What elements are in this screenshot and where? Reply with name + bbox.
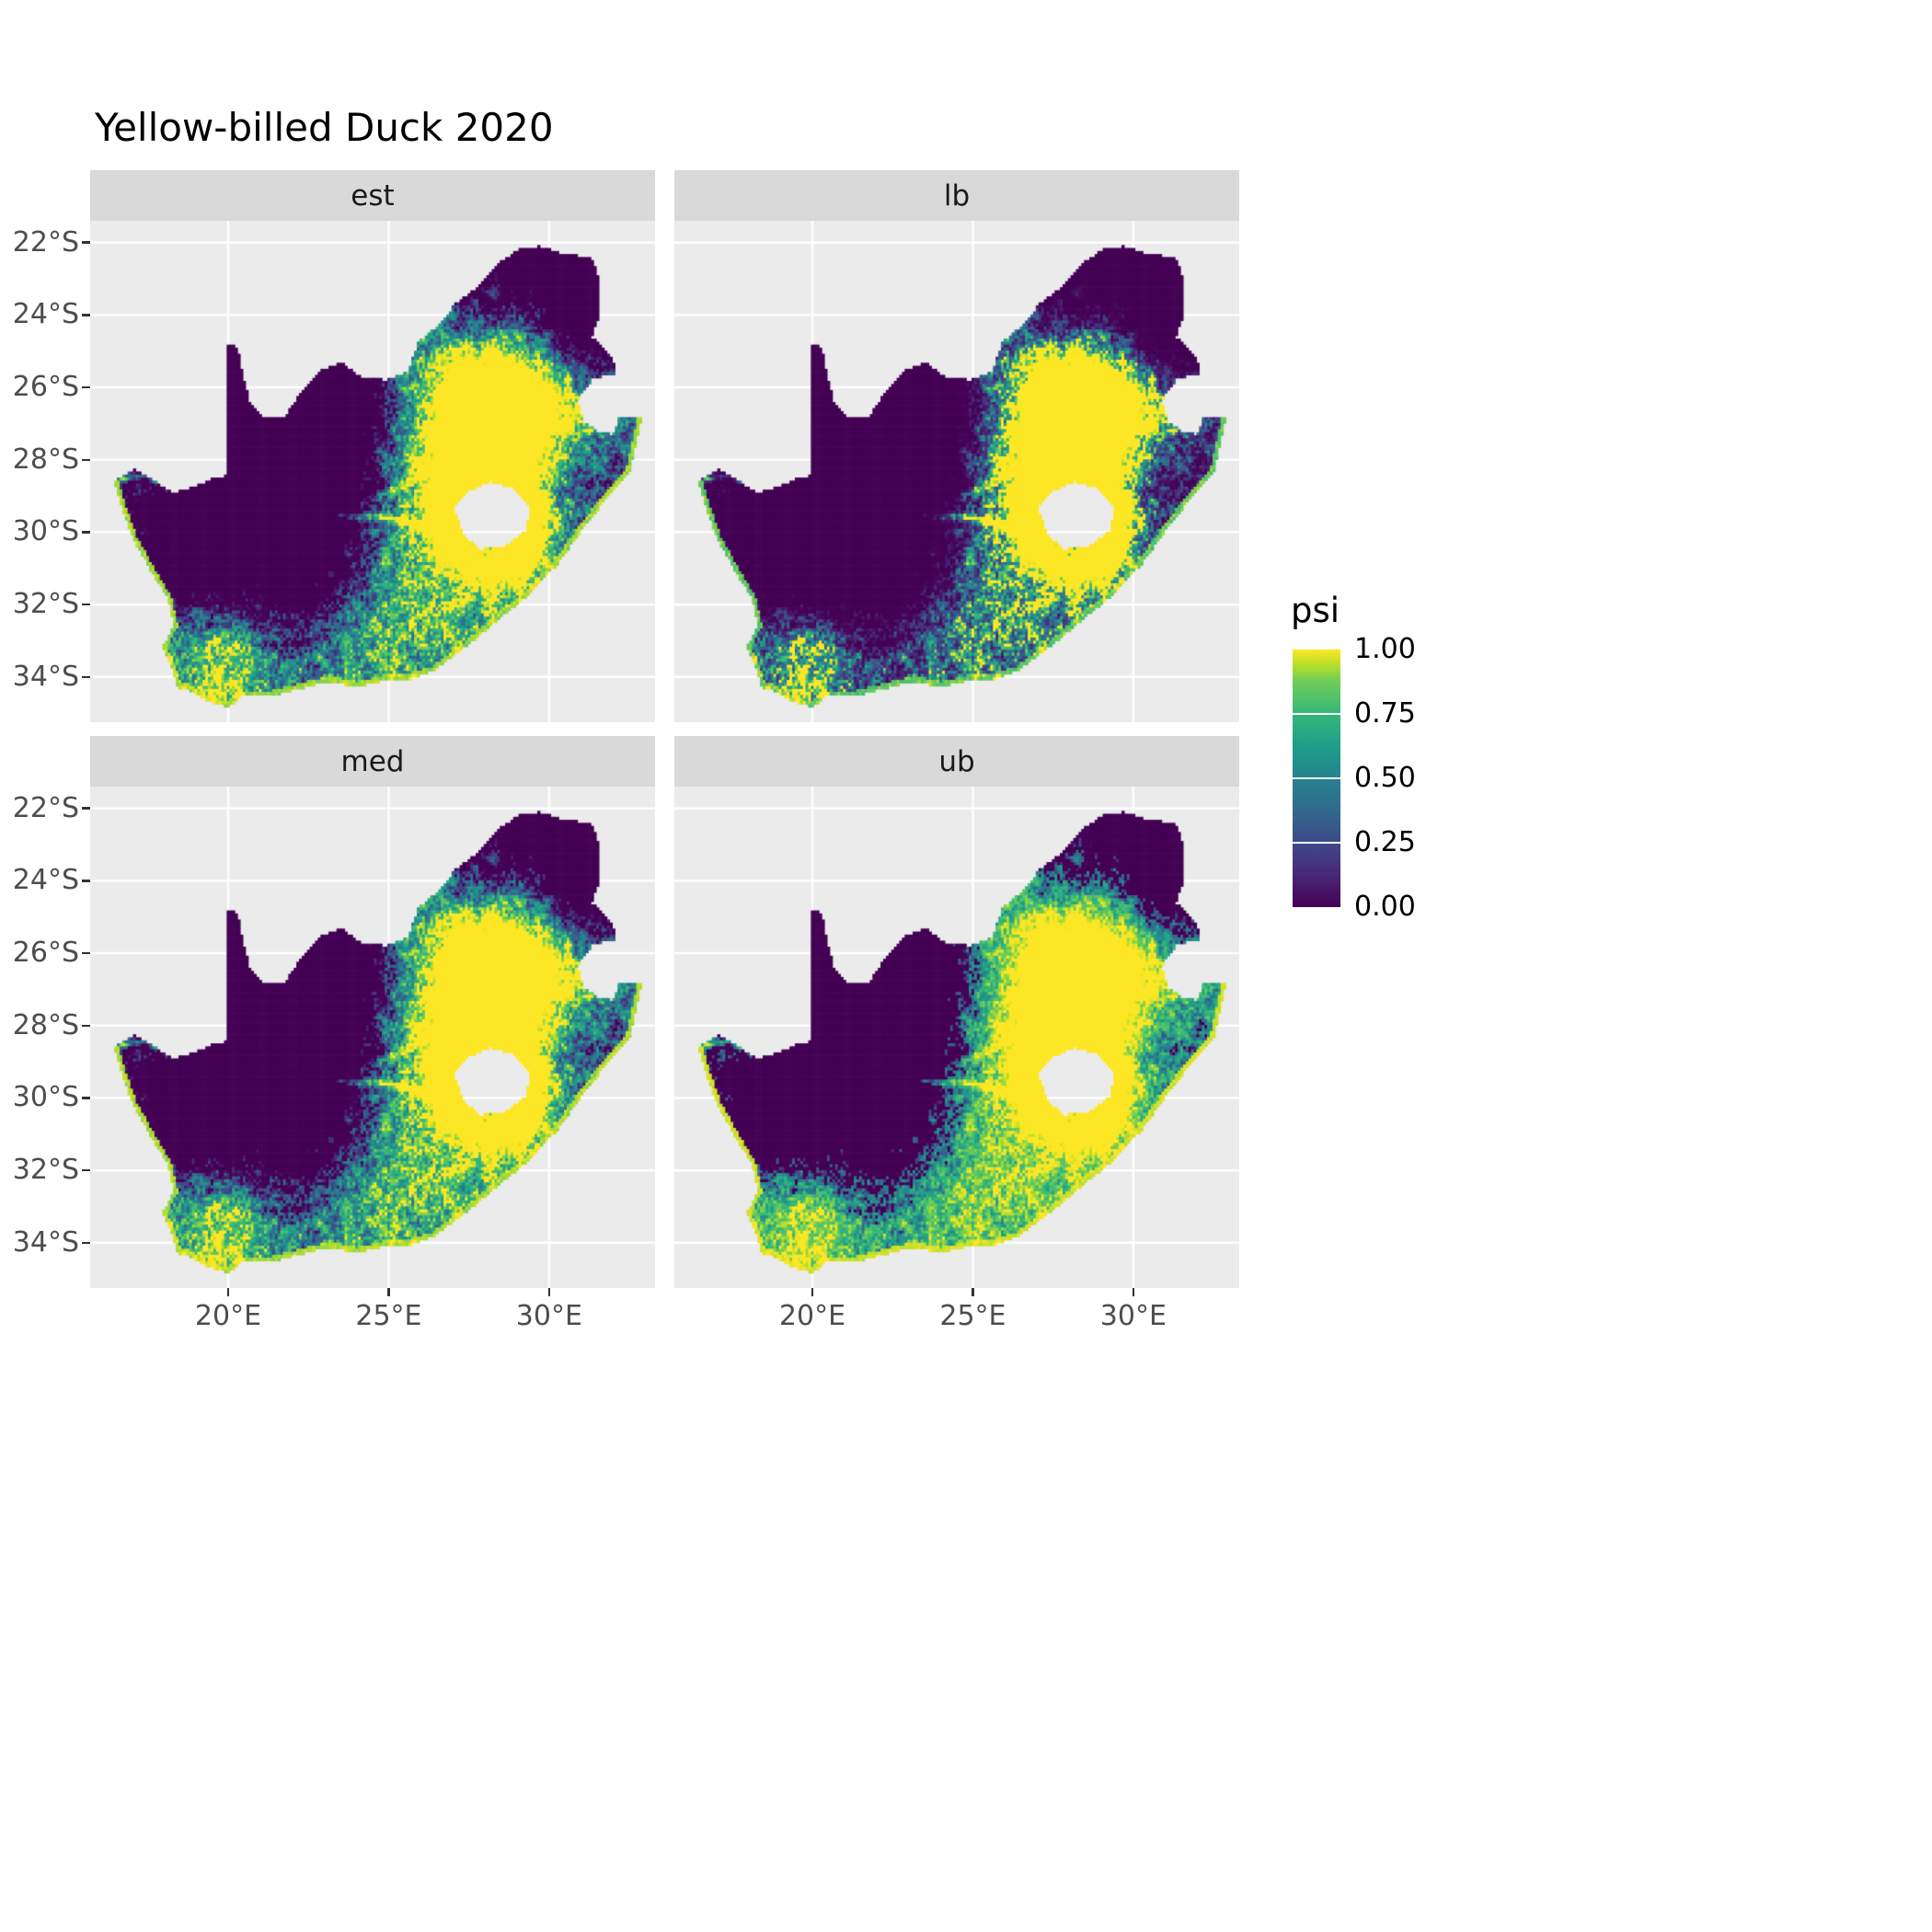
legend-tick: [1293, 712, 1340, 716]
x-axis-label: 20°E: [778, 1300, 846, 1332]
facet-strip-label: ub: [938, 744, 975, 778]
y-axis-label: 34°S: [12, 1225, 79, 1259]
y-axis-tick: [82, 951, 90, 955]
y-axis-tick: [82, 385, 90, 389]
y-axis-tick: [82, 1097, 90, 1099]
y-axis-label: 28°S: [12, 1008, 79, 1041]
facet-strip-ub: ub: [674, 736, 1239, 787]
legend-title: psi: [1291, 591, 1340, 630]
x-axis-label: 20°E: [194, 1300, 262, 1332]
x-axis-tick: [1132, 1288, 1135, 1296]
y-axis-tick: [82, 241, 90, 244]
y-axis-tick: [82, 807, 90, 810]
legend-break-label: 0.25: [1354, 826, 1416, 858]
map-panel-est: [90, 221, 655, 722]
map-panel-lb: [674, 221, 1239, 722]
y-axis-label: 32°S: [12, 588, 79, 621]
legend-break-label: 0.75: [1354, 697, 1416, 730]
x-axis-label: 30°E: [515, 1300, 582, 1332]
y-axis-tick: [82, 314, 90, 316]
y-axis-label: 34°S: [12, 660, 79, 693]
y-axis-tick: [82, 675, 90, 678]
y-axis-label: 26°S: [12, 371, 79, 403]
x-axis-tick: [387, 1288, 390, 1296]
legend-break-label: 0.50: [1354, 762, 1416, 794]
legend-colorbar: [1293, 650, 1340, 907]
facet-strip-lb: lb: [674, 170, 1239, 221]
facet-strip-label: est: [351, 178, 395, 213]
y-axis-label: 22°S: [12, 225, 79, 259]
y-axis-tick: [82, 458, 90, 461]
y-axis-label: 28°S: [12, 443, 79, 476]
y-axis-tick: [82, 1168, 90, 1172]
facet-strip-label: med: [340, 744, 405, 778]
y-axis-label: 32°S: [12, 1154, 79, 1187]
legend-break-label: 0.00: [1354, 891, 1416, 923]
facet-strip-label: lb: [943, 178, 971, 213]
y-axis-label: 22°S: [12, 791, 79, 824]
facet-strip-est: est: [90, 170, 655, 221]
x-axis-label: 25°E: [355, 1300, 422, 1332]
x-axis-tick: [972, 1288, 974, 1296]
legend-tick: [1293, 841, 1340, 845]
x-axis-label: 30°E: [1099, 1300, 1167, 1332]
y-axis-label: 24°S: [12, 864, 79, 897]
y-axis-tick: [82, 880, 90, 882]
y-axis-tick: [82, 603, 90, 606]
map-panel-med: [90, 787, 655, 1288]
x-axis-tick: [811, 1288, 814, 1296]
plot-title: Yellow-billed Duck 2020: [95, 105, 554, 150]
y-axis-label: 24°S: [12, 298, 79, 331]
map-panel-ub: [674, 787, 1239, 1288]
x-axis-label: 25°E: [939, 1300, 1006, 1332]
y-axis-tick: [82, 1241, 90, 1244]
y-axis-label: 30°S: [12, 515, 79, 548]
facet-strip-med: med: [90, 736, 655, 787]
y-axis-label: 26°S: [12, 937, 79, 969]
x-axis-tick: [226, 1288, 230, 1296]
y-axis-label: 30°S: [12, 1081, 79, 1114]
y-axis-tick: [82, 1024, 90, 1027]
legend-break-label: 1.00: [1354, 633, 1416, 665]
legend-tick: [1293, 776, 1340, 780]
y-axis-tick: [82, 531, 90, 534]
x-axis-tick: [547, 1288, 551, 1296]
